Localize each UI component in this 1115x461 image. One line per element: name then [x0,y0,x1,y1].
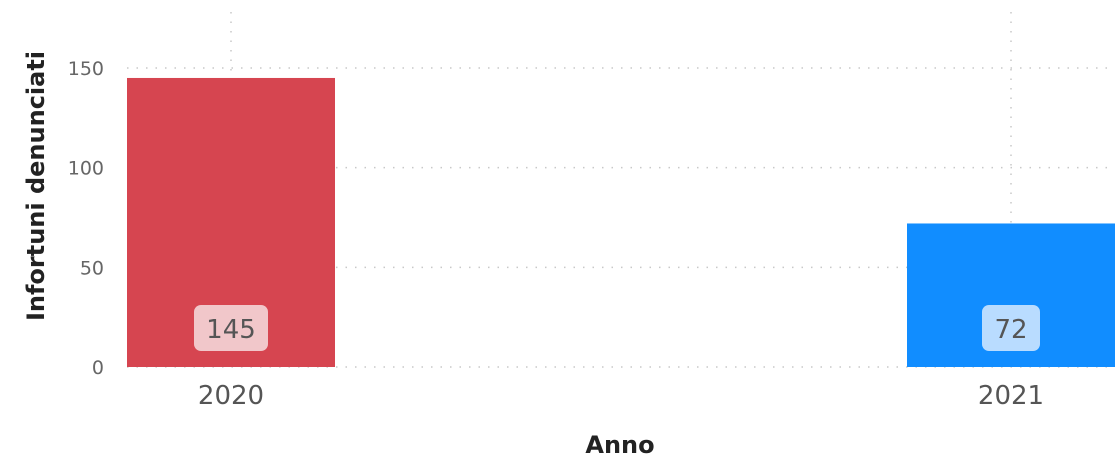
bars [127,77,1115,367]
data-label: 72 [994,315,1027,345]
y-axis-title: Infortuni denunciati [22,51,50,321]
y-tick-label: 150 [68,58,104,80]
x-axis-title: Anno [585,431,654,459]
data-label-background [982,305,1040,351]
data-label-background [194,305,268,351]
x-tick-label: 2020 [198,381,264,411]
x-tick-label: 2021 [978,381,1044,411]
data-labels: 145 72 [194,305,1040,351]
y-tick-label: 0 [92,357,104,379]
y-axis-ticks: 0 50 100 150 [68,58,104,379]
y-tick-label: 100 [68,158,104,180]
y-tick-label: 50 [80,257,104,279]
data-label: 145 [206,315,256,345]
x-axis-ticks: 2020 2021 [198,381,1044,411]
